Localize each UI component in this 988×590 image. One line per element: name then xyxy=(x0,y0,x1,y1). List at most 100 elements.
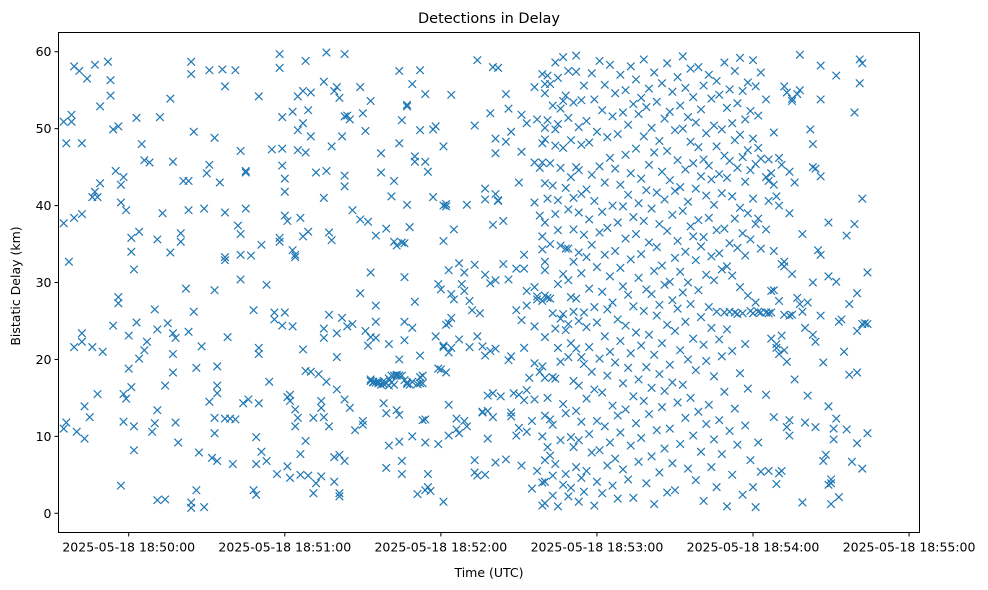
data-point-marker xyxy=(189,307,198,316)
data-point-marker xyxy=(551,209,560,219)
data-point-marker xyxy=(418,415,427,425)
data-point-marker xyxy=(621,405,630,414)
data-point-marker xyxy=(382,463,391,473)
data-point-marker xyxy=(423,469,433,479)
data-point-marker xyxy=(740,177,750,186)
data-point-marker xyxy=(327,142,336,151)
data-point-marker xyxy=(725,239,734,248)
data-point-marker xyxy=(540,257,550,266)
data-point-marker xyxy=(314,369,323,379)
data-point-marker xyxy=(636,341,646,350)
data-point-marker xyxy=(358,109,368,118)
data-point-marker xyxy=(132,113,141,123)
data-point-marker xyxy=(795,50,805,60)
data-point-marker xyxy=(623,120,633,130)
data-point-marker xyxy=(491,275,500,285)
data-point-marker xyxy=(376,168,386,177)
data-point-marker xyxy=(631,144,641,153)
data-point-marker xyxy=(699,496,708,506)
data-point-marker xyxy=(808,278,818,287)
data-point-marker xyxy=(423,167,433,176)
data-point-marker xyxy=(441,199,451,209)
data-point-marker xyxy=(231,415,240,424)
x-tick-label: 2025-05-18 18:52:00 xyxy=(374,540,507,555)
data-point-marker xyxy=(280,187,290,196)
y-axis-label: Bistatic Delay (km) xyxy=(8,226,23,345)
data-point-marker xyxy=(649,350,659,360)
data-point-marker xyxy=(772,192,781,201)
data-point-marker xyxy=(740,339,750,349)
data-point-marker xyxy=(686,64,695,73)
data-point-marker xyxy=(439,341,448,350)
data-point-marker xyxy=(595,228,604,237)
data-point-marker xyxy=(858,59,867,68)
data-point-marker xyxy=(839,347,849,356)
data-point-marker xyxy=(127,233,136,243)
data-point-marker xyxy=(421,415,430,424)
data-point-marker xyxy=(623,190,633,200)
data-point-marker xyxy=(108,125,118,134)
data-point-marker xyxy=(662,146,672,156)
data-point-marker xyxy=(631,75,641,84)
data-point-marker xyxy=(803,298,812,307)
data-point-marker xyxy=(793,293,802,303)
data-point-marker xyxy=(506,412,516,421)
data-point-marker xyxy=(236,146,245,156)
data-point-marker xyxy=(566,135,576,145)
data-point-marker xyxy=(540,218,550,227)
data-point-marker xyxy=(517,147,526,156)
data-point-marker xyxy=(811,422,820,432)
data-point-marker xyxy=(756,244,766,253)
x-axis-ticks: 2025-05-18 18:50:00 2025-05-18 18:51:00 20… xyxy=(62,532,976,555)
data-point-marker xyxy=(538,158,547,167)
data-point-marker xyxy=(652,97,662,106)
data-point-marker xyxy=(337,132,347,141)
data-point-marker xyxy=(597,287,607,296)
data-point-marker xyxy=(756,68,766,77)
data-point-marker xyxy=(59,117,68,126)
data-point-marker xyxy=(171,418,180,427)
data-point-marker xyxy=(717,352,727,361)
data-point-marker xyxy=(343,322,352,331)
data-point-marker xyxy=(670,253,680,263)
data-point-marker xyxy=(819,456,828,466)
data-point-marker xyxy=(675,345,685,355)
data-point-marker xyxy=(251,432,261,442)
data-point-marker xyxy=(340,456,349,466)
data-point-marker xyxy=(597,489,607,498)
data-point-marker xyxy=(501,89,511,99)
data-point-marker xyxy=(371,378,381,387)
data-point-marker xyxy=(387,192,396,201)
data-point-marker xyxy=(428,192,438,202)
data-point-marker xyxy=(561,244,570,253)
data-point-marker xyxy=(647,123,656,133)
data-point-marker xyxy=(272,469,282,479)
data-point-marker xyxy=(686,299,695,309)
data-point-marker xyxy=(150,419,159,428)
data-point-marker xyxy=(657,167,667,176)
data-point-marker xyxy=(610,454,620,463)
data-point-marker xyxy=(150,305,159,314)
data-point-marker xyxy=(740,251,750,260)
data-point-marker xyxy=(605,438,615,447)
data-points xyxy=(59,48,872,513)
data-point-marker xyxy=(613,494,622,503)
data-point-marker xyxy=(522,385,531,395)
y-tick-label: 0 xyxy=(44,506,52,521)
data-point-marker xyxy=(220,252,230,262)
data-point-marker xyxy=(530,82,539,92)
data-point-marker xyxy=(670,186,680,196)
data-point-marker xyxy=(254,92,264,101)
data-point-marker xyxy=(561,325,570,335)
data-point-marker xyxy=(371,231,381,240)
data-point-marker xyxy=(798,498,807,507)
data-point-marker xyxy=(62,139,71,148)
data-point-marker xyxy=(764,176,773,186)
data-point-marker xyxy=(322,48,331,57)
data-point-marker xyxy=(621,234,630,243)
data-point-marker xyxy=(525,373,534,383)
data-point-marker xyxy=(418,379,427,388)
data-point-marker xyxy=(499,259,508,269)
data-point-marker xyxy=(681,413,690,423)
data-point-marker xyxy=(725,156,734,166)
